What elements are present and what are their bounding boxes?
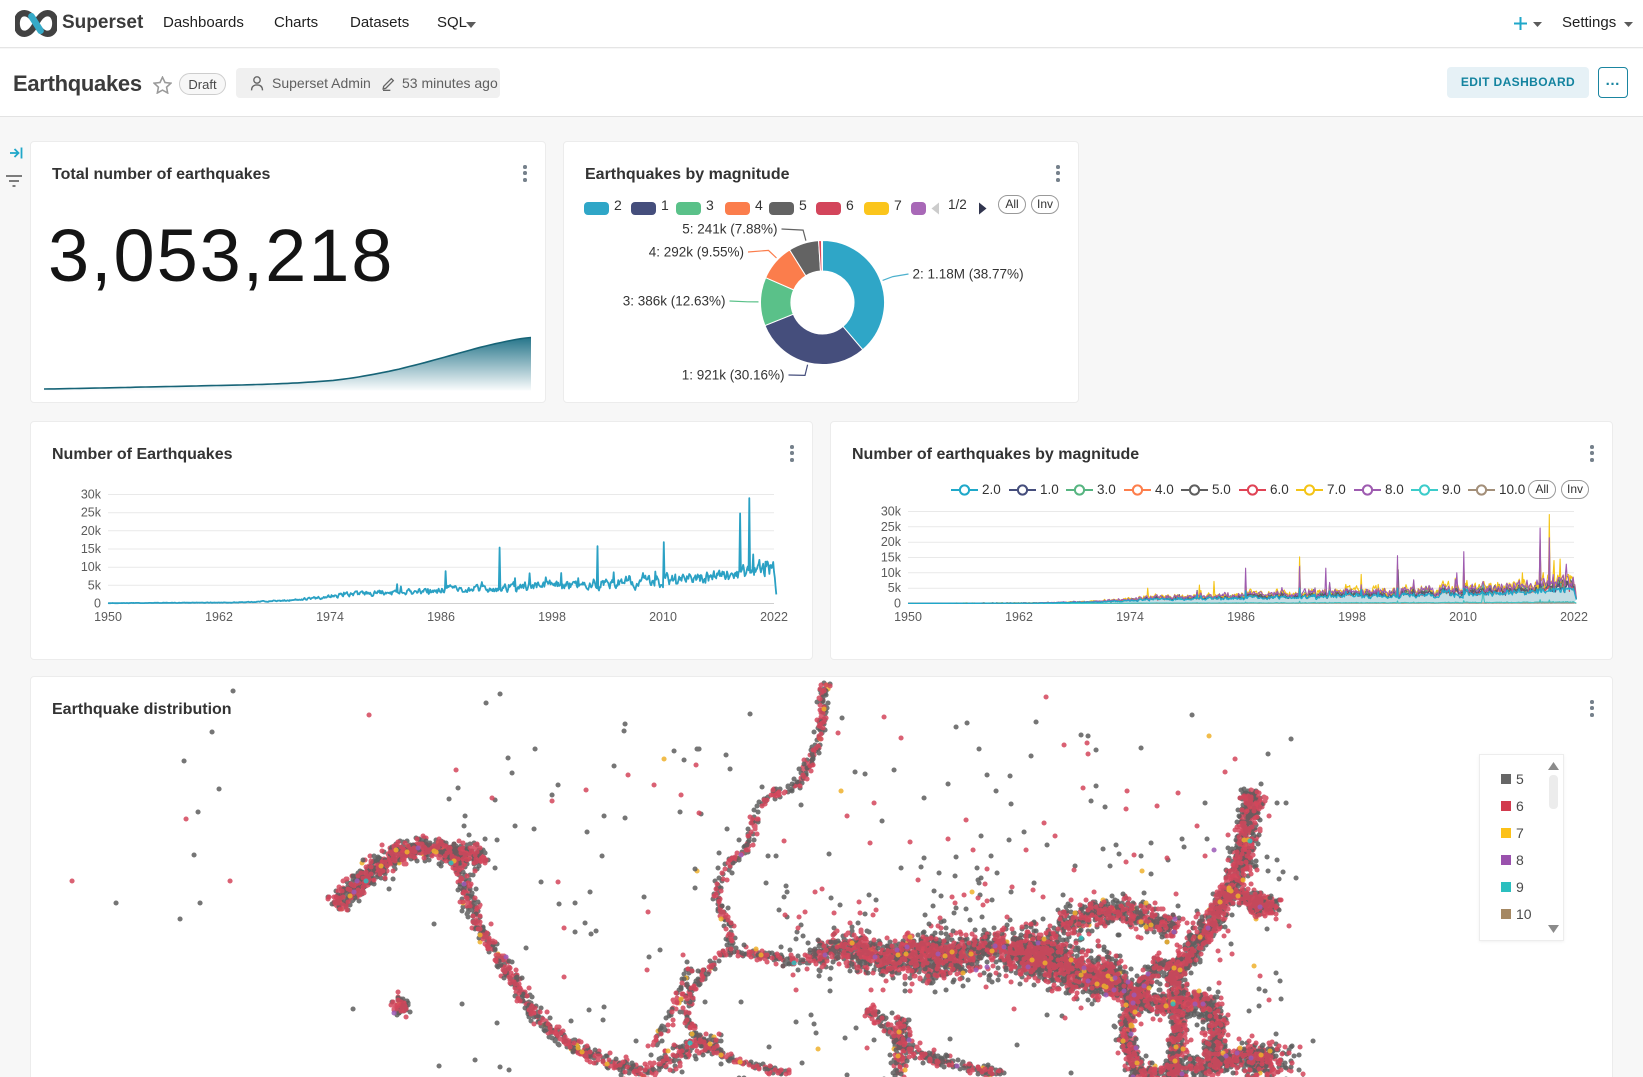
svg-text:2022: 2022 <box>1560 610 1588 624</box>
svg-text:2022: 2022 <box>760 610 788 624</box>
svg-text:2010: 2010 <box>649 610 677 624</box>
svg-text:4: 292k (9.55%): 4: 292k (9.55%) <box>649 245 744 260</box>
svg-text:25k: 25k <box>881 520 902 534</box>
svg-text:1986: 1986 <box>427 610 455 624</box>
svg-text:5: 241k (7.88%): 5: 241k (7.88%) <box>682 222 777 237</box>
svg-text:1950: 1950 <box>94 610 122 624</box>
svg-text:20k: 20k <box>81 524 102 538</box>
svg-text:25k: 25k <box>81 506 102 520</box>
svg-text:30k: 30k <box>81 488 102 502</box>
svg-text:15k: 15k <box>81 542 102 556</box>
svg-text:1962: 1962 <box>205 610 233 624</box>
svg-text:10k: 10k <box>881 566 902 580</box>
svg-text:1998: 1998 <box>1338 610 1366 624</box>
svg-text:1962: 1962 <box>1005 610 1033 624</box>
svg-text:1998: 1998 <box>538 610 566 624</box>
svg-text:1974: 1974 <box>316 610 344 624</box>
svg-text:0: 0 <box>894 597 901 611</box>
svg-text:20k: 20k <box>881 535 902 549</box>
svg-text:5k: 5k <box>888 581 902 595</box>
svg-text:1950: 1950 <box>894 610 922 624</box>
svg-text:15k: 15k <box>881 551 902 565</box>
svg-text:3: 386k (12.63%): 3: 386k (12.63%) <box>623 294 726 309</box>
svg-text:10k: 10k <box>81 560 102 574</box>
svg-text:1: 921k (30.16%): 1: 921k (30.16%) <box>682 368 785 383</box>
svg-text:1974: 1974 <box>1116 610 1144 624</box>
svg-text:5k: 5k <box>88 578 102 592</box>
svg-text:30k: 30k <box>881 505 902 519</box>
svg-text:2010: 2010 <box>1449 610 1477 624</box>
svg-text:2: 1.18M (38.77%): 2: 1.18M (38.77%) <box>913 267 1024 282</box>
svg-text:0: 0 <box>94 597 101 611</box>
svg-text:1986: 1986 <box>1227 610 1255 624</box>
